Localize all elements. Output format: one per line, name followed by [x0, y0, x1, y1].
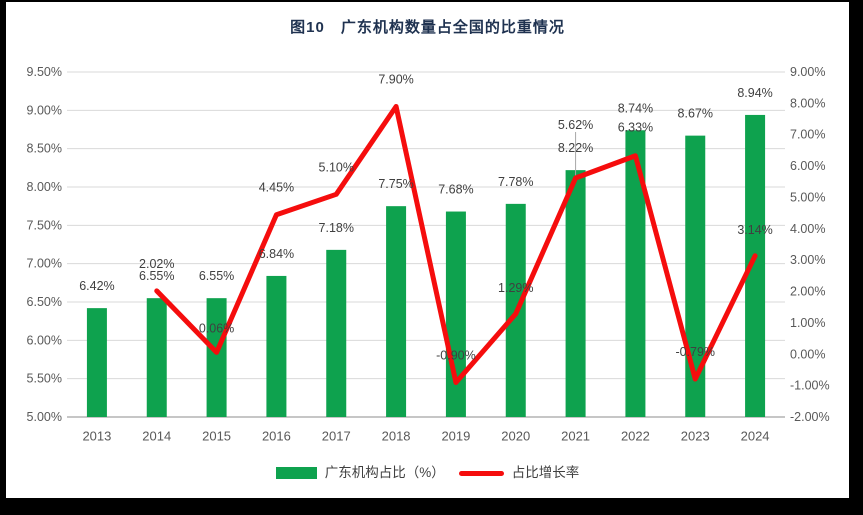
line-data-label: -0.79% [675, 345, 715, 359]
line-data-label: 0.06% [199, 321, 234, 335]
bar-data-label: 8.94% [737, 86, 772, 100]
bar-2022 [625, 130, 646, 417]
right-axis-tick: 7.00% [790, 128, 825, 142]
line-data-label: 1.29% [498, 281, 533, 295]
left-axis-tick: 6.50% [27, 295, 62, 309]
left-axis-tick: 7.50% [27, 218, 62, 232]
legend-bar-label: 广东机构占比（%） [324, 465, 445, 480]
left-axis-tick: 5.00% [27, 410, 62, 424]
legend-bar-swatch [275, 467, 317, 479]
left-axis-tick: 9.50% [27, 65, 62, 79]
x-axis-label: 2022 [621, 429, 650, 444]
right-axis-tick: -2.00% [790, 410, 830, 424]
bar-data-label: 8.67% [678, 107, 713, 121]
x-axis-label: 2024 [741, 429, 770, 444]
x-axis-label: 2013 [82, 429, 111, 444]
chart-panel: 图10 广东机构数量占全国的比重情况 5.00% 5.50% 6.00% 6.50% 7… [6, 2, 849, 498]
bar-2016 [266, 275, 287, 417]
bar-data-label: 6.42% [79, 279, 114, 293]
x-axis-label: 2014 [142, 429, 171, 444]
line-data-label: 7.90% [378, 73, 413, 87]
bar-2017 [326, 249, 347, 417]
line-data-label: 6.33% [618, 121, 653, 135]
bar-data-label: 6.55% [139, 269, 174, 283]
bar-data-label: 8.74% [618, 101, 653, 115]
legend-line-label: 占比增长率 [511, 465, 580, 480]
right-axis-tick: -1.00% [790, 379, 830, 393]
bar-data-label: 6.84% [259, 247, 294, 261]
x-axis-label: 2021 [561, 429, 590, 444]
x-axis-label: 2017 [322, 429, 351, 444]
right-axis-tick: 3.00% [790, 253, 825, 267]
legend: 广东机构占比（%） 占比增长率 [6, 463, 849, 483]
x-axis-label: 2020 [501, 429, 530, 444]
bar-2014 [146, 298, 167, 417]
left-axis-tick: 9.00% [27, 103, 62, 117]
left-axis-tick: 5.50% [27, 372, 62, 386]
bar-data-label: 7.18% [319, 221, 354, 235]
bar-data-label: 7.68% [438, 183, 473, 197]
x-axis-label: 2018 [382, 429, 411, 444]
bar-2018 [386, 206, 407, 417]
line-data-label: 2.02% [139, 257, 174, 271]
line-data-label: 5.62% [558, 118, 593, 132]
x-axis-label: 2016 [262, 429, 291, 444]
line-data-label: 5.10% [319, 160, 354, 174]
bar-2013 [86, 308, 107, 417]
right-axis-tick: 6.00% [790, 159, 825, 173]
bar-data-label: 6.55% [199, 269, 234, 283]
right-axis-tick: 0.00% [790, 347, 825, 361]
line-data-label: 4.45% [259, 181, 294, 195]
plot-area: 5.00% 5.50% 6.00% 6.50% 7.00% 7.50% 8.00% 8.50%… [27, 65, 830, 444]
right-axis-tick: 8.00% [790, 96, 825, 110]
right-axis-tick: 4.00% [790, 222, 825, 236]
left-axis-tick: 8.50% [27, 142, 62, 156]
right-axis-tick: 9.00% [790, 65, 825, 79]
right-axis-tick: 1.00% [790, 316, 825, 330]
bar-2024 [745, 114, 766, 417]
bar-data-label: 7.75% [378, 177, 413, 191]
x-axis-label: 2019 [441, 429, 470, 444]
left-axis-tick: 6.00% [27, 333, 62, 347]
right-axis-tick: 2.00% [790, 285, 825, 299]
left-axis-tick: 8.00% [27, 180, 62, 194]
bar-data-label: 7.78% [498, 175, 533, 189]
left-axis-tick: 7.00% [27, 257, 62, 271]
growth-rate-line [154, 104, 758, 385]
line-data-label: -0.90% [436, 349, 476, 363]
bar-2019 [445, 211, 466, 417]
x-axis-label: 2023 [681, 429, 710, 444]
bar-data-label: 8.22% [558, 141, 593, 155]
legend-line-swatch [458, 470, 504, 476]
x-axis-label: 2015 [202, 429, 231, 444]
line-data-label: 3.14% [737, 223, 772, 237]
bar-2015 [206, 298, 227, 417]
bar-2021 [565, 170, 586, 417]
chart-title: 图10 广东机构数量占全国的比重情况 [290, 19, 565, 36]
right-axis-tick: 5.00% [790, 190, 825, 204]
bar-2023 [685, 135, 706, 417]
